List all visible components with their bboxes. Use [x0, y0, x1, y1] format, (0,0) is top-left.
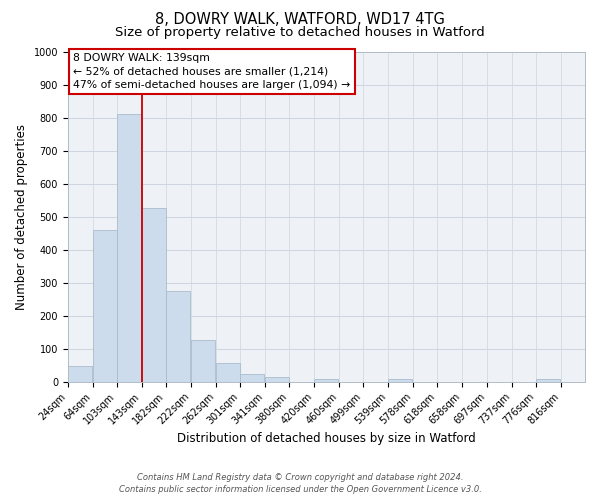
Bar	[117, 114, 141, 382]
Bar	[265, 378, 289, 382]
Bar	[68, 366, 92, 382]
Text: Size of property relative to detached houses in Watford: Size of property relative to detached ho…	[115, 26, 485, 39]
Bar	[536, 379, 560, 382]
Bar	[191, 340, 215, 382]
Text: 8 DOWRY WALK: 139sqm
← 52% of detached houses are smaller (1,214)
47% of semi-de: 8 DOWRY WALK: 139sqm ← 52% of detached h…	[73, 53, 350, 90]
Bar	[93, 230, 117, 382]
X-axis label: Distribution of detached houses by size in Watford: Distribution of detached houses by size …	[177, 432, 476, 445]
Text: 8, DOWRY WALK, WATFORD, WD17 4TG: 8, DOWRY WALK, WATFORD, WD17 4TG	[155, 12, 445, 28]
Bar	[166, 291, 190, 382]
Bar	[142, 208, 166, 382]
Bar	[216, 362, 240, 382]
Bar	[388, 379, 412, 382]
Text: Contains HM Land Registry data © Crown copyright and database right 2024.
Contai: Contains HM Land Registry data © Crown c…	[119, 472, 481, 494]
Y-axis label: Number of detached properties: Number of detached properties	[15, 124, 28, 310]
Bar	[241, 374, 265, 382]
Bar	[314, 379, 338, 382]
